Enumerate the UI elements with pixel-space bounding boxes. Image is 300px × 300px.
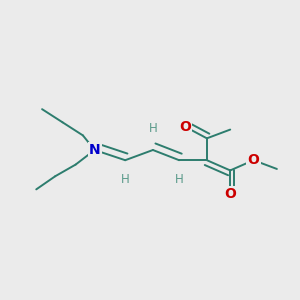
Text: H: H [121, 173, 130, 186]
Text: H: H [175, 173, 184, 186]
Text: O: O [179, 120, 191, 134]
Text: H: H [148, 122, 157, 135]
Text: O: O [248, 153, 260, 167]
Text: O: O [224, 187, 236, 201]
Text: N: N [89, 143, 100, 157]
